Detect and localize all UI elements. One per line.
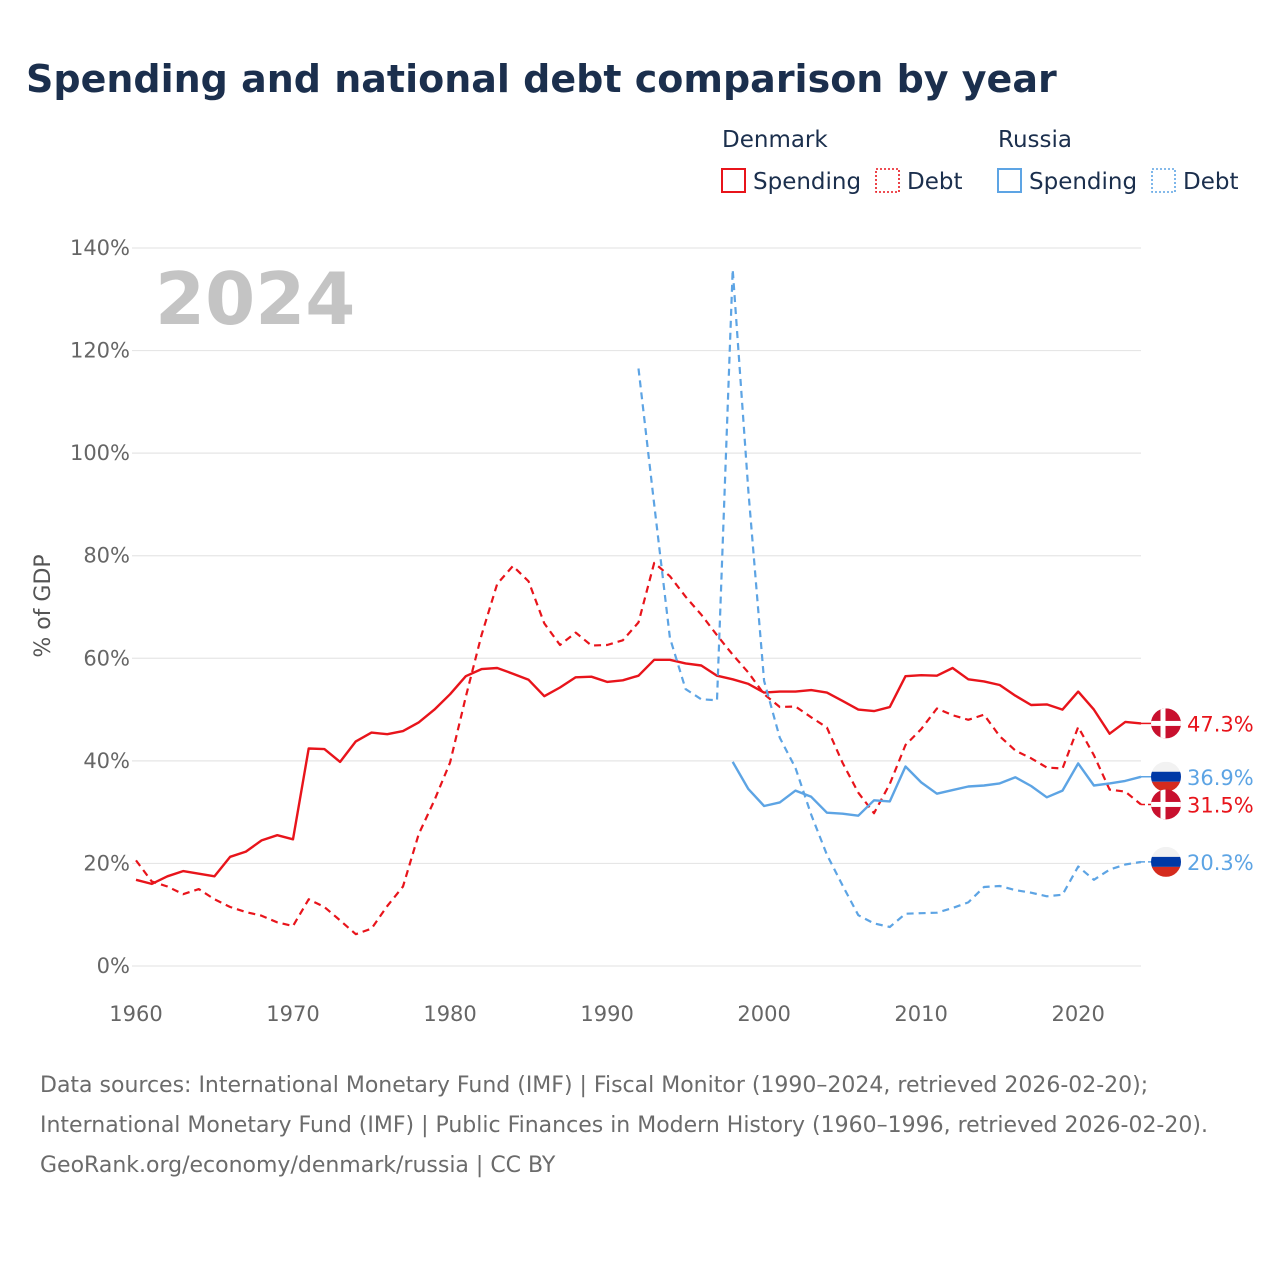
legend-group-russia: Russia: [998, 127, 1072, 153]
year-badge: 2024: [155, 257, 355, 341]
legend-swatch-solid: [997, 168, 1022, 193]
legend-label: Spending: [753, 169, 861, 195]
denmark-spending-line: [135, 658, 1142, 886]
end-value-label: 20.3%: [1187, 851, 1254, 875]
end-value-label: 31.5%: [1187, 793, 1254, 817]
x-tick-label: 1970: [266, 1002, 319, 1026]
chart-title: Spending and national debt comparison by…: [26, 57, 1057, 101]
legend-label: Spending: [1029, 169, 1137, 195]
y-axis-ticks: 0% 20% 40% 60% 80% 100% 120% 140%: [70, 236, 130, 978]
x-tick-label: 1960: [109, 1002, 162, 1026]
footer: Data sources: International Monetary Fun…: [40, 1066, 1240, 1186]
legend-swatch-dotted: [1151, 168, 1176, 193]
x-tick-label: 1990: [580, 1002, 633, 1026]
denmark-debt-line: [135, 561, 1142, 936]
gridlines: [132, 247, 1141, 967]
y-tick-label: 140%: [70, 236, 130, 260]
end-labels: 47.3% 36.9% 31.5% 20.3%: [1151, 708, 1254, 877]
denmark-flag-icon: [1151, 708, 1181, 739]
legend-label: Debt: [907, 169, 962, 195]
legend-group-denmark: Denmark: [722, 127, 828, 153]
denmark-flag-icon: [1151, 789, 1181, 820]
russia-spending-line: [731, 761, 1142, 817]
y-axis-label: % of GDP: [31, 554, 56, 657]
legend-swatch-solid: [721, 168, 746, 193]
x-axis-ticks: 1960 1970 1980 1990 2000 2010 2020: [109, 1002, 1105, 1026]
data-sources: Data sources: International Monetary Fun…: [40, 1073, 1208, 1138]
legend-label: Debt: [1183, 169, 1238, 195]
x-tick-label: 2000: [737, 1002, 790, 1026]
russia-flag-icon: [1151, 761, 1181, 792]
russia-debt-line: [637, 268, 1142, 929]
x-tick-label: 2010: [894, 1002, 947, 1026]
y-tick-label: 0%: [97, 954, 130, 978]
y-tick-label: 60%: [83, 646, 130, 670]
end-value-label: 36.9%: [1187, 766, 1254, 790]
chart: Spending and national debt comparison by…: [26, 57, 1254, 1026]
legend: Denmark Spending Debt Russia Spending Debt: [721, 127, 1238, 195]
x-tick-label: 1980: [423, 1002, 476, 1026]
y-tick-label: 40%: [83, 749, 130, 773]
legend-swatch-dotted: [875, 168, 900, 193]
attribution: GeoRank.org/economy/denmark/russia | CC …: [40, 1153, 556, 1178]
y-tick-label: 120%: [70, 339, 130, 363]
end-value-label: 47.3%: [1187, 712, 1254, 736]
y-tick-label: 80%: [83, 544, 130, 568]
russia-flag-icon: [1151, 846, 1181, 877]
y-tick-label: 20%: [83, 851, 130, 875]
series-lines: [135, 268, 1156, 936]
x-tick-label: 2020: [1051, 1002, 1104, 1026]
y-tick-label: 100%: [70, 441, 130, 465]
